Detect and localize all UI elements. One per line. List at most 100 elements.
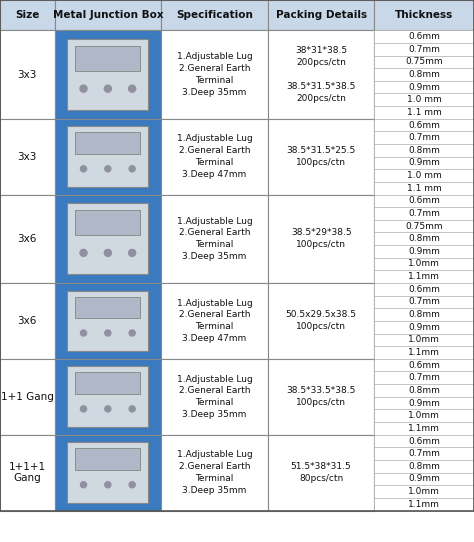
Bar bbox=[374, 30, 474, 43]
Bar bbox=[75, 210, 140, 235]
Text: Thickness: Thickness bbox=[395, 10, 453, 20]
Circle shape bbox=[105, 330, 111, 336]
Bar bbox=[55, 283, 161, 359]
Text: 0.8mm: 0.8mm bbox=[408, 462, 440, 471]
Text: 1.Adjustable Lug
2.General Earth
Terminal
3.Deep 47mm: 1.Adjustable Lug 2.General Earth Termina… bbox=[177, 299, 252, 343]
Text: Metal Junction Box: Metal Junction Box bbox=[53, 10, 163, 20]
Text: 0.7mm: 0.7mm bbox=[408, 449, 440, 458]
Text: 1.0mm: 1.0mm bbox=[408, 487, 440, 496]
Bar bbox=[67, 203, 148, 274]
Bar bbox=[374, 233, 474, 245]
Bar bbox=[374, 207, 474, 220]
Bar bbox=[67, 366, 148, 427]
Circle shape bbox=[105, 406, 111, 412]
Bar bbox=[55, 435, 161, 511]
Bar bbox=[55, 119, 161, 195]
Circle shape bbox=[81, 330, 87, 336]
Bar bbox=[374, 195, 474, 207]
Bar bbox=[161, 119, 268, 195]
Bar bbox=[67, 126, 148, 187]
Bar bbox=[0, 119, 55, 195]
Circle shape bbox=[129, 330, 135, 336]
Bar bbox=[268, 195, 374, 283]
Bar bbox=[374, 144, 474, 157]
Text: 1+1 Gang: 1+1 Gang bbox=[1, 392, 54, 402]
Text: 0.6mm: 0.6mm bbox=[408, 196, 440, 205]
Text: 0.6mm: 0.6mm bbox=[408, 285, 440, 294]
Bar bbox=[374, 435, 474, 447]
Bar bbox=[55, 30, 161, 119]
Text: 1.0mm: 1.0mm bbox=[408, 260, 440, 268]
Circle shape bbox=[81, 166, 87, 172]
Text: 1.Adjustable Lug
2.General Earth
Terminal
3.Deep 35mm: 1.Adjustable Lug 2.General Earth Termina… bbox=[177, 217, 252, 261]
Bar bbox=[374, 131, 474, 144]
Text: 1.1mm: 1.1mm bbox=[408, 500, 440, 509]
Text: 1.Adjustable Lug
2.General Earth
Terminal
3.Deep 35mm: 1.Adjustable Lug 2.General Earth Termina… bbox=[177, 375, 252, 419]
Circle shape bbox=[80, 85, 87, 92]
Text: 38*31*38.5
200pcs/ctn

38.5*31.5*38.5
200pcs/ctn: 38*31*38.5 200pcs/ctn 38.5*31.5*38.5 200… bbox=[286, 47, 356, 102]
Bar bbox=[67, 442, 148, 503]
Text: 1.Adjustable Lug
2.General Earth
Terminal
3.Deep 47mm: 1.Adjustable Lug 2.General Earth Termina… bbox=[177, 134, 252, 179]
Bar bbox=[0, 195, 55, 283]
Bar bbox=[374, 359, 474, 371]
Bar bbox=[374, 81, 474, 93]
Text: 0.9mm: 0.9mm bbox=[408, 158, 440, 167]
Text: 1.1mm: 1.1mm bbox=[408, 424, 440, 433]
Text: 38.5*29*38.5
100pcs/ctn: 38.5*29*38.5 100pcs/ctn bbox=[291, 228, 351, 249]
Text: Specification: Specification bbox=[176, 10, 253, 20]
Text: 0.8mm: 0.8mm bbox=[408, 70, 440, 79]
Bar bbox=[374, 371, 474, 384]
Circle shape bbox=[105, 482, 111, 488]
Bar bbox=[55, 195, 161, 283]
Bar bbox=[374, 460, 474, 473]
Bar bbox=[75, 132, 140, 153]
Bar bbox=[374, 422, 474, 435]
Bar bbox=[374, 270, 474, 283]
Text: 0.7mm: 0.7mm bbox=[408, 209, 440, 218]
Text: 1.1 mm: 1.1 mm bbox=[407, 108, 442, 117]
Bar bbox=[55, 359, 161, 435]
Bar bbox=[374, 346, 474, 359]
Bar bbox=[161, 359, 268, 435]
Text: 0.6mm: 0.6mm bbox=[408, 32, 440, 41]
Bar bbox=[75, 46, 140, 71]
Bar bbox=[75, 296, 140, 318]
Bar bbox=[374, 257, 474, 270]
Bar bbox=[374, 409, 474, 422]
Bar bbox=[374, 473, 474, 485]
Text: 0.9mm: 0.9mm bbox=[408, 82, 440, 92]
Text: 0.8mm: 0.8mm bbox=[408, 234, 440, 243]
Bar bbox=[268, 283, 374, 359]
Bar bbox=[161, 435, 268, 511]
Bar bbox=[0, 283, 55, 359]
Bar bbox=[161, 0, 268, 30]
Bar bbox=[374, 68, 474, 81]
Text: 0.9mm: 0.9mm bbox=[408, 474, 440, 483]
Circle shape bbox=[128, 249, 136, 256]
Text: 0.75mm: 0.75mm bbox=[405, 57, 443, 67]
Bar bbox=[374, 220, 474, 233]
Text: 3x6: 3x6 bbox=[18, 234, 37, 244]
Bar bbox=[374, 182, 474, 195]
Text: 1.0mm: 1.0mm bbox=[408, 335, 440, 344]
Text: 0.8mm: 0.8mm bbox=[408, 386, 440, 395]
Bar bbox=[374, 295, 474, 308]
Circle shape bbox=[81, 482, 87, 488]
Bar bbox=[374, 485, 474, 498]
Text: 0.8mm: 0.8mm bbox=[408, 310, 440, 319]
Bar bbox=[374, 321, 474, 333]
Circle shape bbox=[80, 249, 87, 256]
Text: 0.9mm: 0.9mm bbox=[408, 322, 440, 332]
Bar bbox=[268, 435, 374, 511]
Bar bbox=[374, 283, 474, 295]
Bar bbox=[0, 435, 55, 511]
Bar bbox=[374, 56, 474, 68]
Bar bbox=[374, 157, 474, 169]
Text: 0.75mm: 0.75mm bbox=[405, 222, 443, 231]
Bar bbox=[161, 283, 268, 359]
Text: 1.1mm: 1.1mm bbox=[408, 272, 440, 281]
Bar bbox=[268, 119, 374, 195]
Text: 1.1mm: 1.1mm bbox=[408, 348, 440, 357]
Bar bbox=[67, 291, 148, 351]
Text: Packing Details: Packing Details bbox=[275, 10, 367, 20]
